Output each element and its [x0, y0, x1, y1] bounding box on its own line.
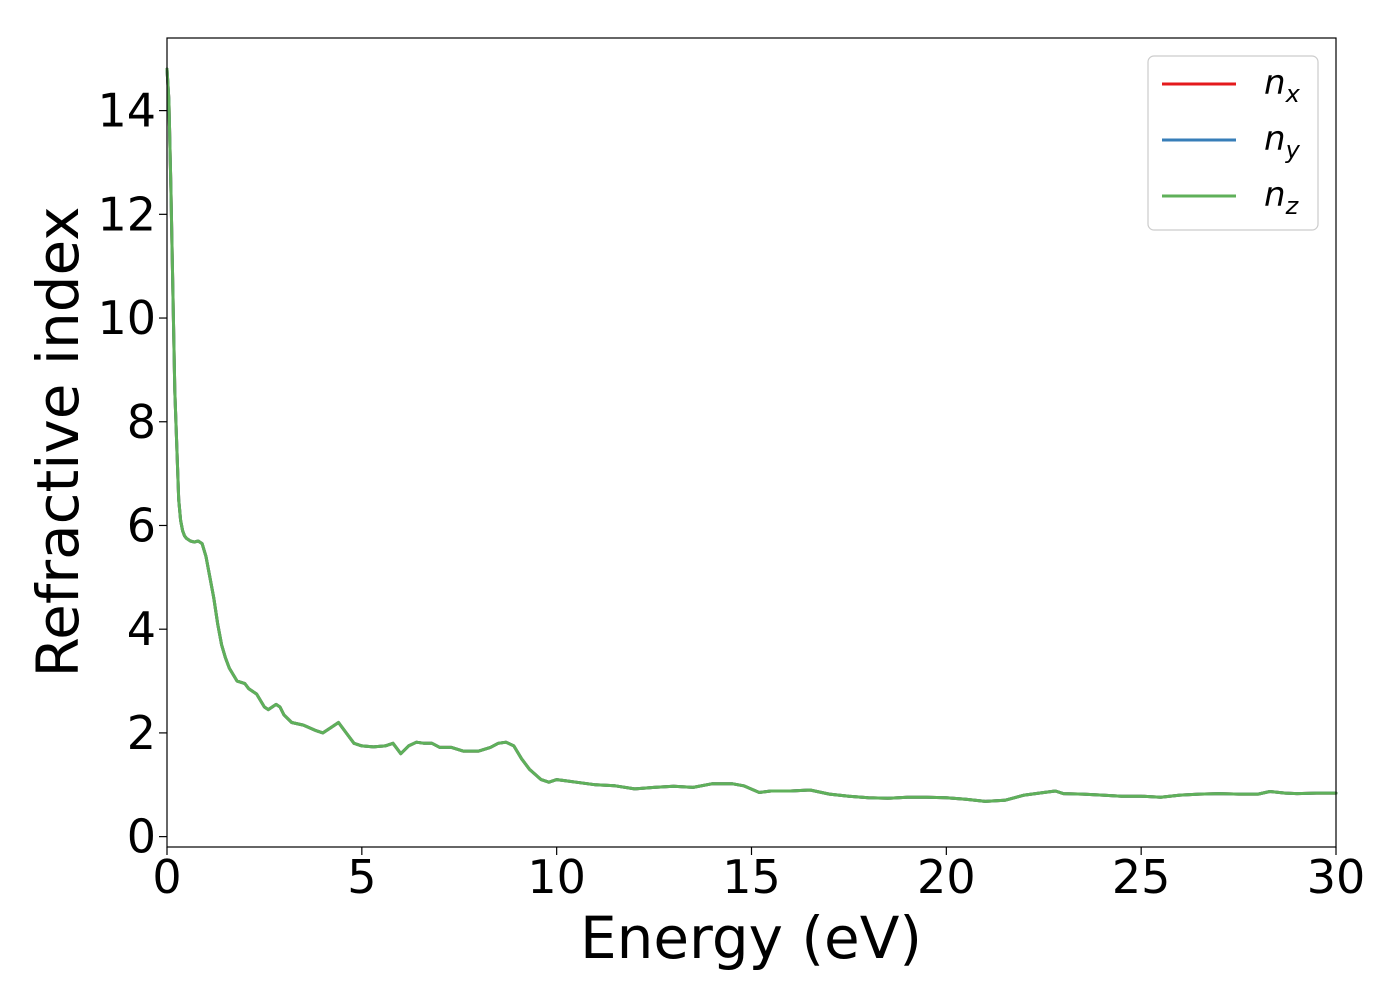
x-tick-label: 0	[152, 850, 181, 904]
legend-label-n-x: nx	[1264, 63, 1301, 108]
y-axis: 0 2 4 6 8 10 12 14	[97, 84, 167, 864]
x-tick-label: 10	[527, 850, 586, 904]
x-tick-label: 15	[722, 850, 781, 904]
y-axis-label: Refractive index	[24, 206, 92, 677]
x-tick-label: 5	[347, 850, 376, 904]
legend-label-n-z: nz	[1264, 175, 1300, 220]
x-tick-label: 25	[1112, 850, 1171, 904]
x-tick-label: 30	[1307, 850, 1366, 904]
x-axis-label: Energy (eV)	[580, 904, 922, 972]
legend: nx ny nz	[1147, 55, 1319, 231]
x-tick-label: 20	[917, 850, 976, 904]
y-tick-label: 6	[127, 498, 156, 552]
x-axis: 0 5 10 15 20 25 30	[152, 847, 1365, 904]
y-tick-label: 14	[97, 84, 156, 138]
y-tick-label: 10	[97, 291, 156, 345]
y-tick-label: 2	[127, 706, 156, 760]
legend-box	[1147, 55, 1319, 231]
series-layer	[165, 67, 1338, 803]
y-tick-label: 0	[127, 810, 156, 864]
y-tick-label: 8	[127, 395, 156, 449]
legend-label-n-y: ny	[1264, 119, 1301, 164]
y-tick-label: 4	[127, 602, 156, 656]
y-tick-label: 12	[97, 187, 156, 241]
series-line-n-z	[165, 67, 1338, 803]
